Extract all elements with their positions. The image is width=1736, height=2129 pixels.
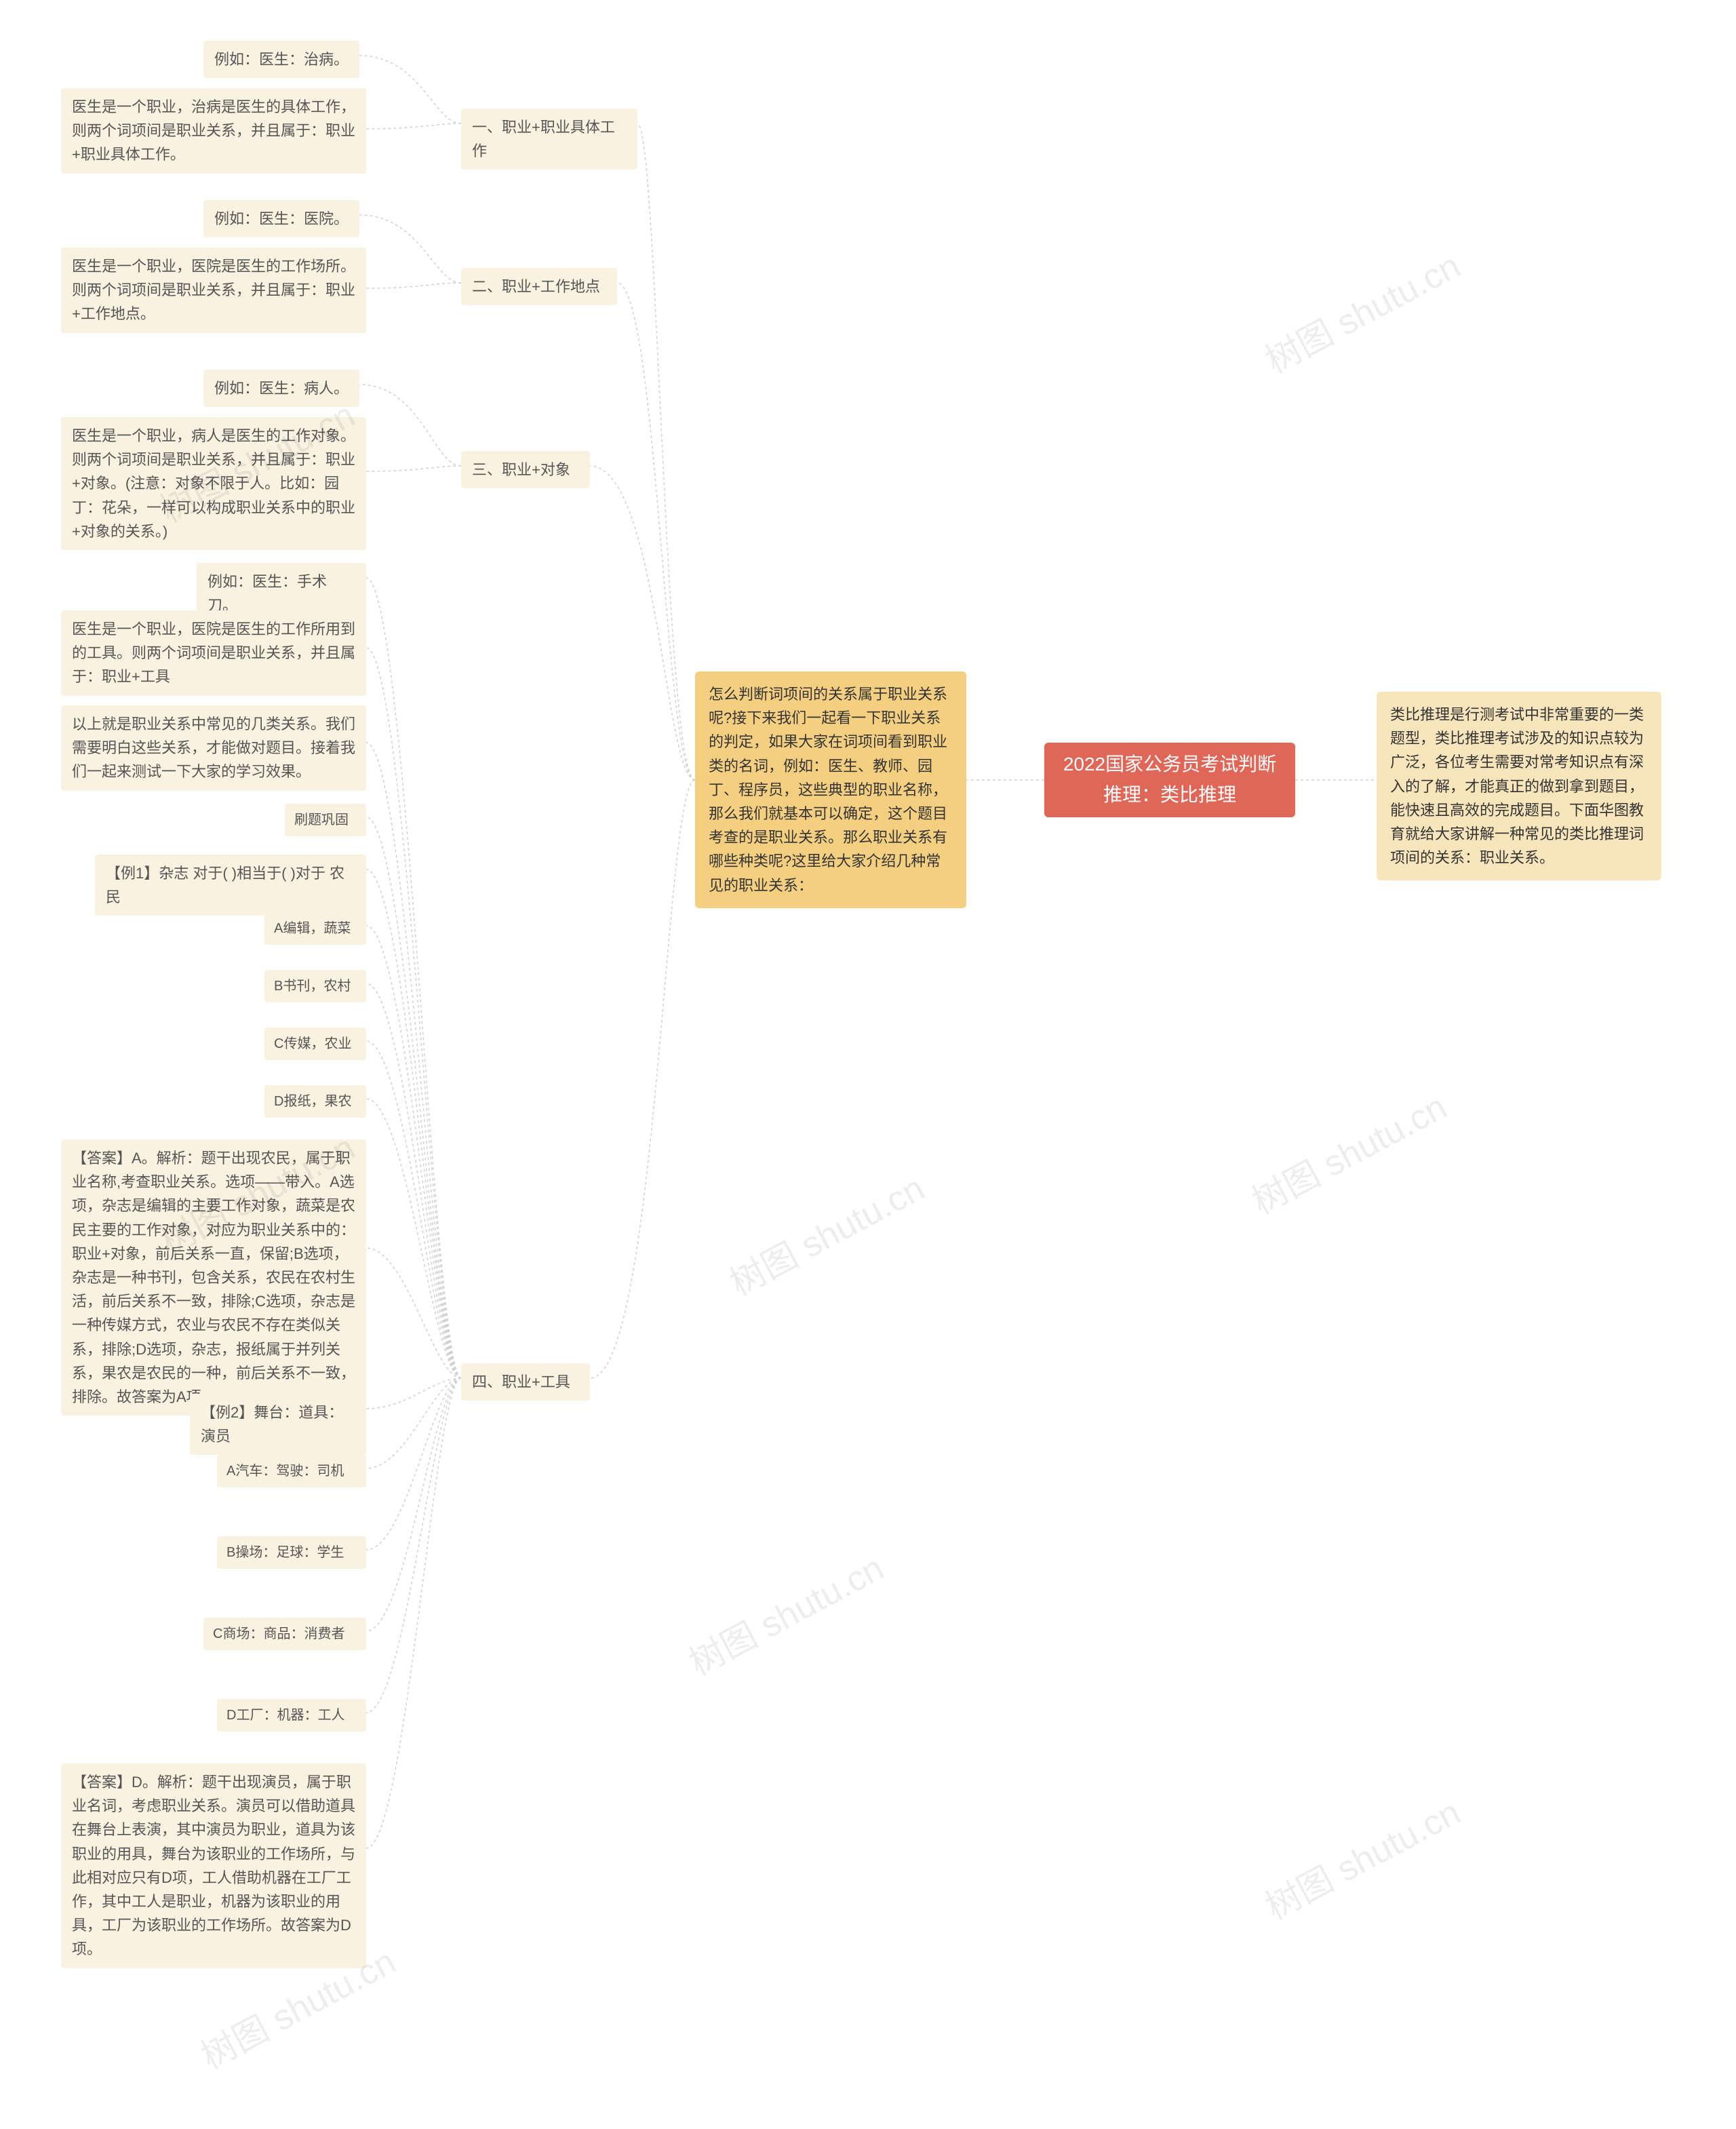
- branch-3-title-text: 三、职业+对象: [472, 461, 570, 478]
- branch-3-child-0[interactable]: 例如：医生：病人。: [203, 370, 359, 407]
- branch-3-title[interactable]: 三、职业+对象: [461, 451, 590, 488]
- branch-4-child-3[interactable]: 刷题巩固: [285, 804, 366, 836]
- branch-4-child-6[interactable]: B书刊，农村: [264, 970, 366, 1002]
- branch-4-title-text: 四、职业+工具: [472, 1373, 570, 1390]
- branch-4-child-15[interactable]: 【答案】D。解析：题干出现演员，属于职业名词，考虑职业关系。演员可以借助道具在舞…: [61, 1763, 366, 1968]
- branch-1-child-0[interactable]: 例如：医生：治病。: [203, 41, 359, 78]
- branch-4-child-1[interactable]: 医生是一个职业，医院是医生的工作所用到的工具。则两个词项间是职业关系，并且属于：…: [61, 610, 366, 696]
- branch-1-title[interactable]: 一、职业+职业具体工作: [461, 109, 637, 170]
- watermark: 树图 shutu.cn: [719, 1160, 932, 1305]
- branch-4-child-10[interactable]: 【例2】舞台：道具：演员: [190, 1394, 366, 1455]
- watermark: 树图 shutu.cn: [1255, 237, 1467, 383]
- description-node[interactable]: 怎么判断词项间的关系属于职业关系呢?接下来我们一起看一下职业关系的判定，如果大家…: [695, 671, 966, 908]
- branch-4-child-9[interactable]: 【答案】A。解析：题干出现农民，属于职业名称,考查职业关系。选项——带入。A选项…: [61, 1139, 366, 1415]
- branch-4-child-7[interactable]: C传媒，农业: [264, 1028, 366, 1060]
- branch-4-child-8[interactable]: D报纸，果农: [264, 1085, 366, 1118]
- watermark: 树图 shutu.cn: [1255, 1784, 1467, 1929]
- root-node[interactable]: 2022国家公务员考试判断 推理：类比推理: [1044, 743, 1295, 817]
- branch-2-title-text: 二、职业+工作地点: [472, 278, 600, 295]
- root-text: 2022国家公务员考试判断 推理：类比推理: [1063, 749, 1276, 810]
- watermark: 树图 shutu.cn: [1242, 1078, 1454, 1224]
- branch-3-child-1[interactable]: 医生是一个职业，病人是医生的工作对象。则两个词项间是职业关系，并且属于：职业+对…: [61, 417, 366, 550]
- branch-4-child-2[interactable]: 以上就是职业关系中常见的几类关系。我们需要明白这些关系，才能做对题目。接着我们一…: [61, 705, 366, 791]
- branch-1-child-1[interactable]: 医生是一个职业，治病是医生的具体工作，则两个词项间是职业关系，并且属于：职业+职…: [61, 88, 366, 174]
- branch-4-child-13[interactable]: C商场：商品：消费者: [203, 1618, 366, 1650]
- description-text: 怎么判断词项间的关系属于职业关系呢?接下来我们一起看一下职业关系的判定，如果大家…: [709, 686, 947, 894]
- branch-4-child-12[interactable]: B操场：足球：学生: [217, 1536, 366, 1569]
- branch-4-child-5[interactable]: A编辑，蔬菜: [264, 912, 366, 945]
- branch-2-child-1[interactable]: 医生是一个职业，医院是医生的工作场所。则两个词项间是职业关系，并且属于：职业+工…: [61, 248, 366, 333]
- context-node[interactable]: 类比推理是行测考试中非常重要的一类题型，类比推理考试涉及的知识点较为广泛，各位考…: [1377, 692, 1661, 880]
- branch-2-child-0[interactable]: 例如：医生：医院。: [203, 200, 359, 237]
- context-text: 类比推理是行测考试中非常重要的一类题型，类比推理考试涉及的知识点较为广泛，各位考…: [1390, 706, 1644, 866]
- branch-1-title-text: 一、职业+职业具体工作: [472, 119, 615, 159]
- branch-4-child-14[interactable]: D工厂：机器：工人: [217, 1699, 366, 1732]
- branch-2-title[interactable]: 二、职业+工作地点: [461, 268, 617, 305]
- mindmap-canvas: 2022国家公务员考试判断 推理：类比推理 类比推理是行测考试中非常重要的一类题…: [0, 0, 1736, 2129]
- branch-4-child-11[interactable]: A汽车：驾驶：司机: [217, 1455, 366, 1487]
- branch-4-child-4[interactable]: 【例1】杂志 对于( )相当于( )对于 农民: [95, 855, 366, 916]
- watermark: 树图 shutu.cn: [679, 1540, 891, 1685]
- branch-4-title[interactable]: 四、职业+工具: [461, 1363, 590, 1401]
